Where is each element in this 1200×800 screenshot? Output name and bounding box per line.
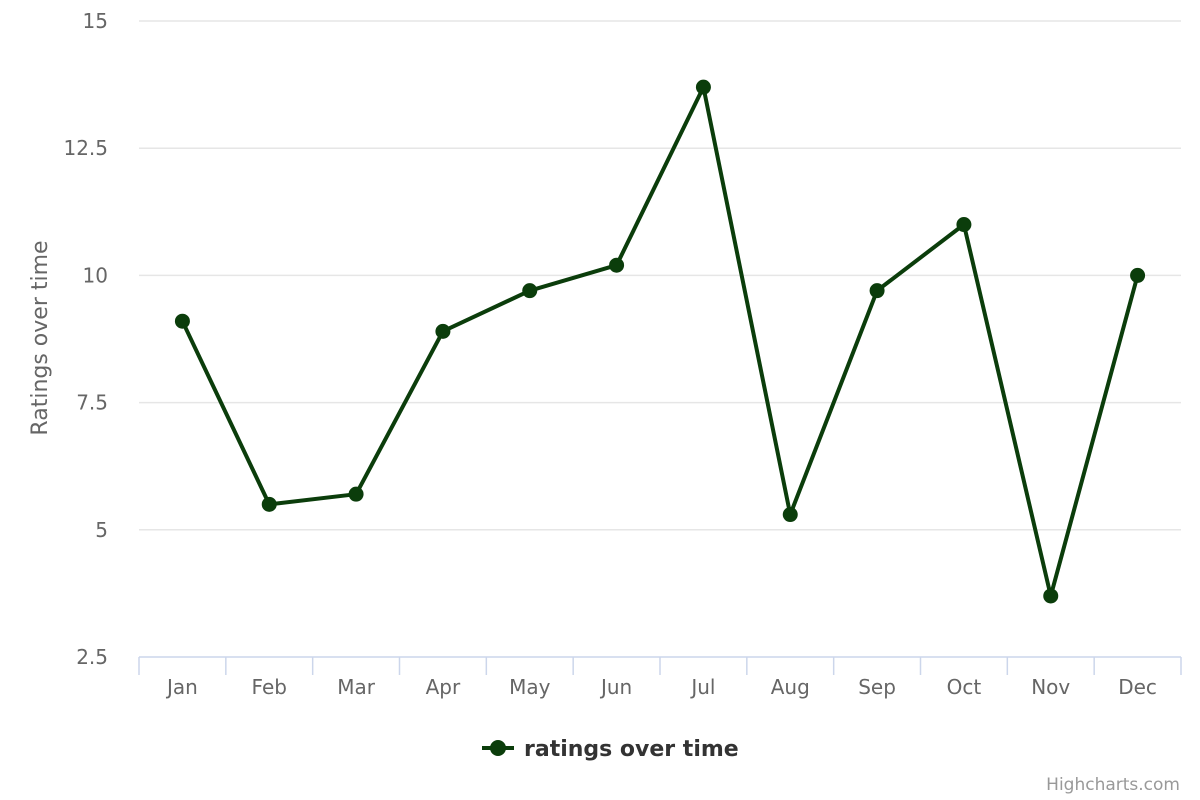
x-tick-label: Apr (426, 675, 461, 699)
x-tick-label: Jul (689, 675, 715, 699)
y-axis-tick-labels: 2.5 5 7.5 10 12.5 15 (63, 9, 108, 669)
data-point[interactable] (956, 217, 972, 233)
y-tick-label: 5 (95, 518, 108, 542)
x-tick-label: Oct (947, 675, 982, 699)
series-line (180, 85, 1140, 598)
y-tick-label: 12.5 (63, 136, 108, 160)
y-axis-title: Ratings over time (28, 240, 53, 435)
credits-link[interactable]: Highcharts.com (1046, 775, 1180, 795)
data-point[interactable] (695, 79, 711, 95)
x-tick-label: Aug (771, 675, 810, 699)
x-axis (138, 656, 1182, 675)
x-axis-tick-labels: Jan Feb Mar Apr May Jun Jul Aug Sep Oct Nov Dec (165, 675, 1157, 699)
x-tick-label: Sep (858, 675, 896, 699)
data-point[interactable] (1130, 267, 1146, 283)
legend[interactable]: ratings over time (482, 737, 739, 762)
x-tick-label: May (509, 675, 551, 699)
y-tick-label: 2.5 (76, 645, 108, 669)
y-tick-label: 10 (83, 263, 108, 287)
x-tick-label: Nov (1031, 675, 1070, 699)
x-tick-label: Feb (252, 675, 287, 699)
data-point[interactable] (522, 283, 538, 299)
gridlines (139, 20, 1181, 531)
data-point[interactable] (869, 283, 885, 299)
series-ratings-over-time[interactable] (174, 79, 1146, 604)
data-point[interactable] (435, 323, 451, 339)
data-point[interactable] (348, 486, 364, 502)
data-point[interactable] (1043, 588, 1059, 604)
legend-label[interactable]: ratings over time (524, 737, 739, 762)
y-tick-label: 15 (83, 9, 108, 33)
data-point[interactable] (782, 507, 798, 523)
x-tick-label: Jun (599, 675, 632, 699)
x-tick-label: Dec (1118, 675, 1157, 699)
data-point[interactable] (609, 257, 625, 273)
legend-point-marker (490, 740, 506, 756)
x-tick-label: Jan (165, 675, 198, 699)
data-point[interactable] (261, 496, 277, 512)
data-point[interactable] (174, 313, 190, 329)
y-tick-label: 7.5 (76, 391, 108, 415)
x-tick-label: Mar (337, 675, 376, 699)
